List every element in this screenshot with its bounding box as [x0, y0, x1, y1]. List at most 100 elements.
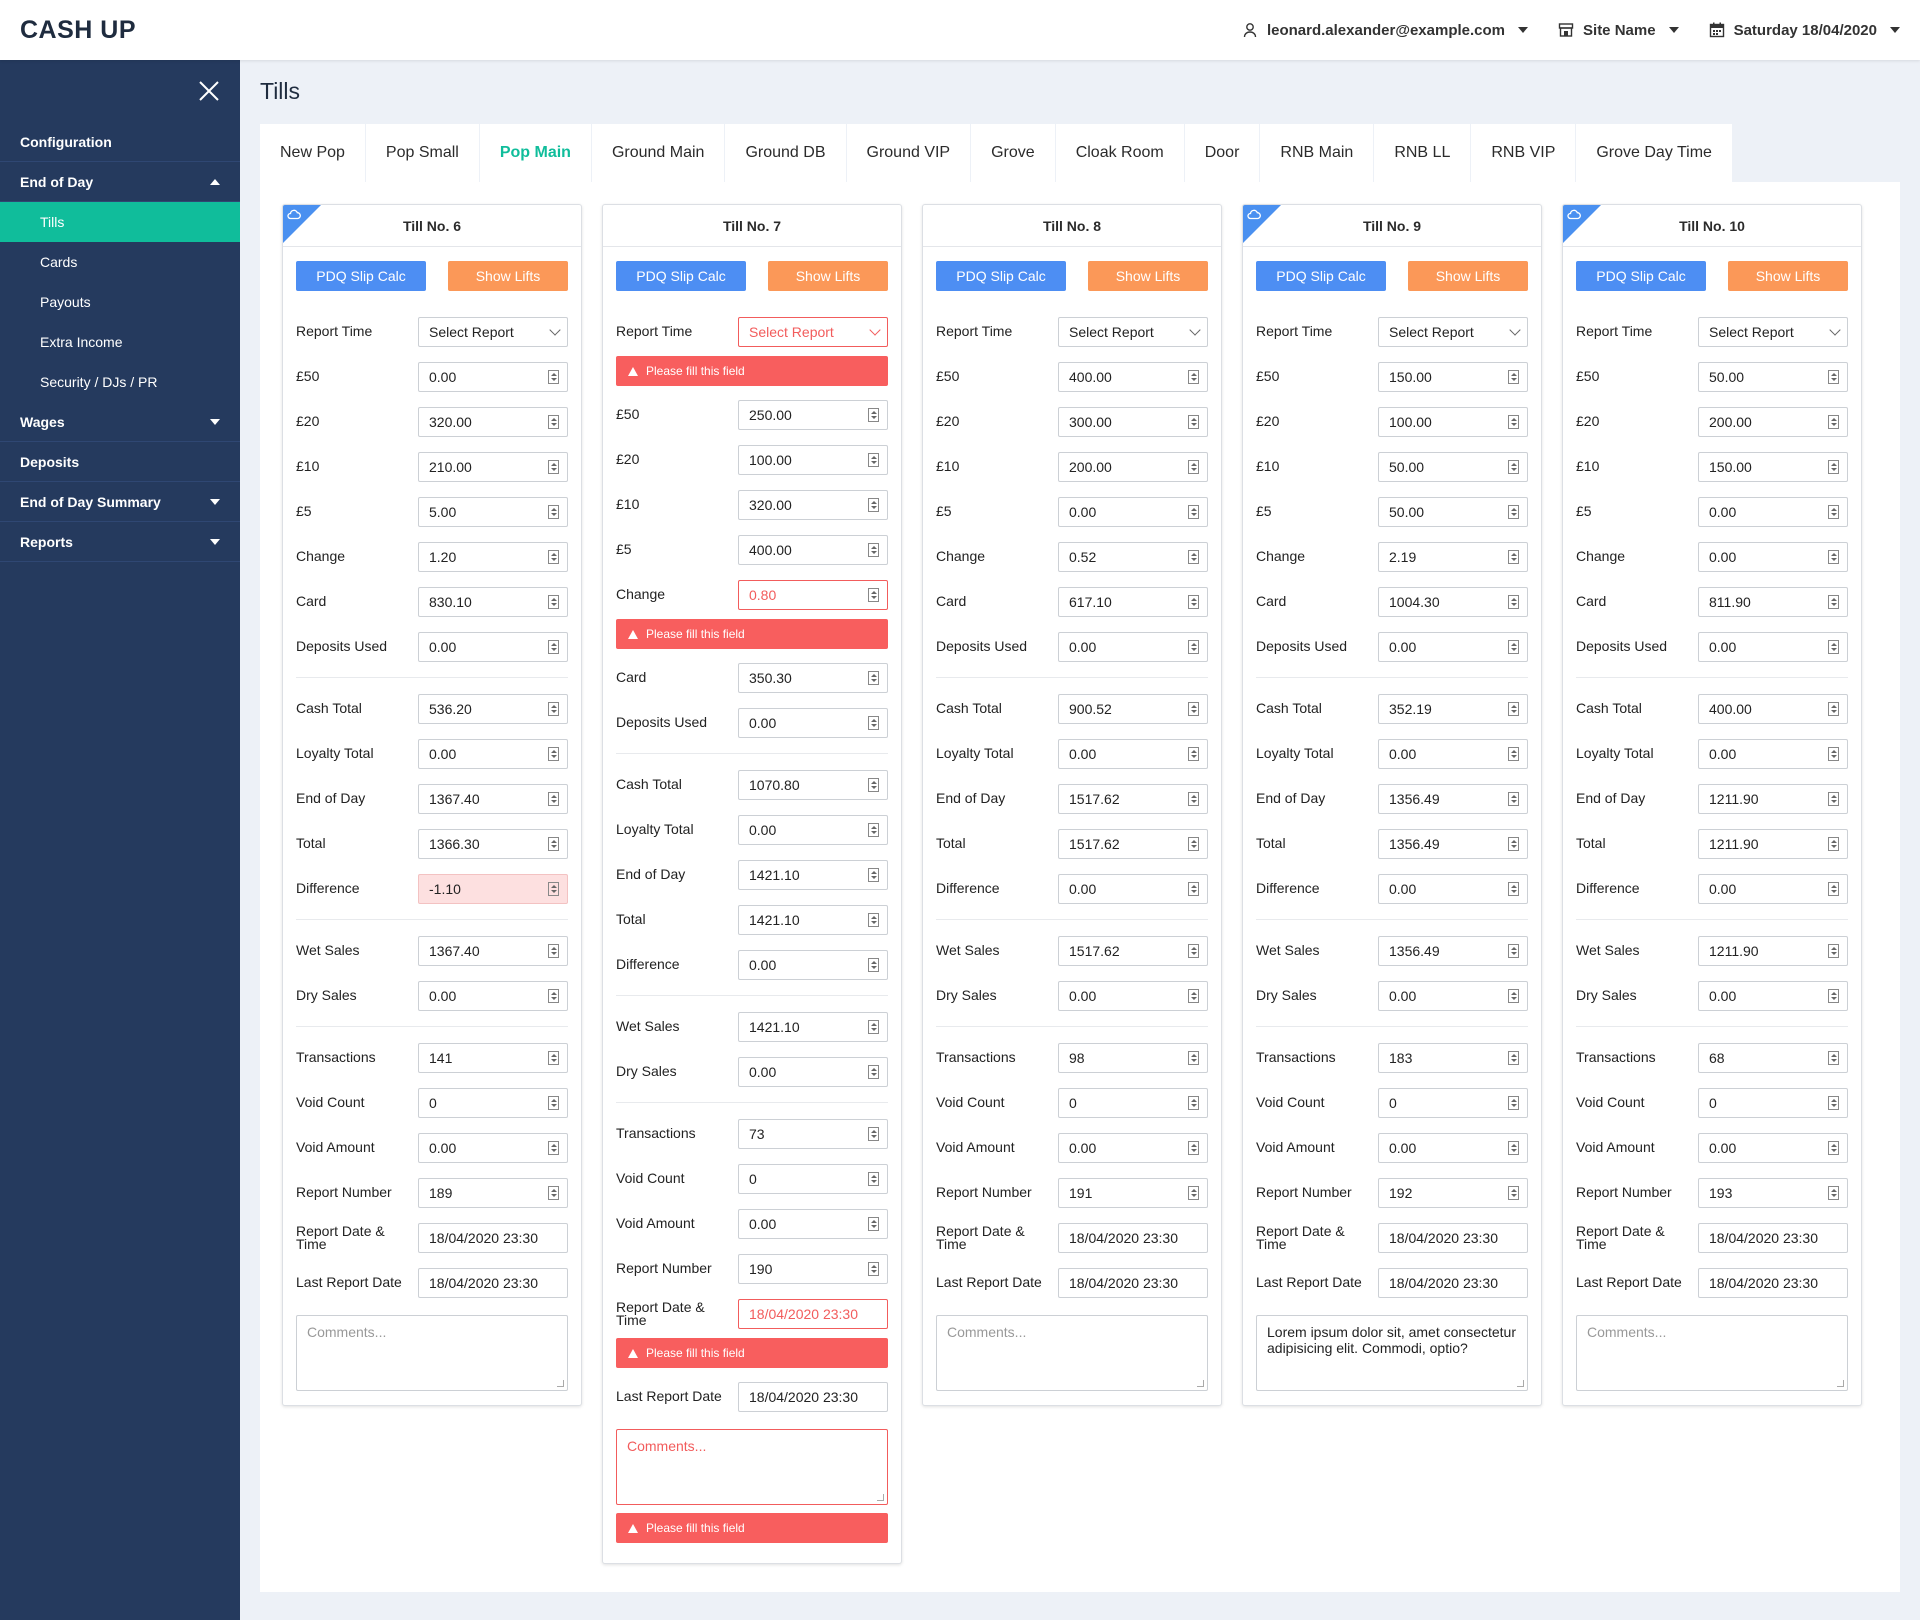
stepper-icon[interactable] — [1508, 504, 1519, 519]
difference-input[interactable]: -1.10 — [418, 873, 568, 904]
tab-rnb-vip[interactable]: RNB VIP — [1471, 124, 1577, 182]
stepper-icon[interactable] — [1508, 1050, 1519, 1065]
dry-sales-input[interactable]: 0.00 — [1378, 980, 1528, 1011]
report-number-input[interactable]: 189 — [418, 1177, 568, 1208]
tab-grove[interactable]: Grove — [971, 124, 1056, 182]
report-date-time-input[interactable]: 18/04/2020 23:30 — [738, 1298, 888, 1329]
transactions-input[interactable]: 183 — [1378, 1042, 1528, 1073]
stepper-icon[interactable] — [868, 452, 879, 467]
wet-sales-input[interactable]: 1367.40 — [418, 935, 568, 966]
transactions-input[interactable]: 98 — [1058, 1042, 1208, 1073]
stepper-icon[interactable] — [1188, 746, 1199, 761]
change-input[interactable]: 0.80 — [738, 579, 888, 610]
stepper-icon[interactable] — [548, 459, 559, 474]
stepper-icon[interactable] — [868, 957, 879, 972]
report-time-select[interactable]: Select Report — [738, 316, 888, 347]
stepper-icon[interactable] — [548, 369, 559, 384]
total-input[interactable]: 1421.10 — [738, 904, 888, 935]
stepper-icon[interactable] — [1508, 1095, 1519, 1110]
5-input[interactable]: 50.00 — [1378, 496, 1528, 527]
total-input[interactable]: 1356.49 — [1378, 828, 1528, 859]
20-input[interactable]: 320.00 — [418, 406, 568, 437]
card-input[interactable]: 350.30 — [738, 662, 888, 693]
50-input[interactable]: 0.00 — [418, 361, 568, 392]
stepper-icon[interactable] — [868, 1261, 879, 1276]
dry-sales-input[interactable]: 0.00 — [1058, 980, 1208, 1011]
sidebar-subitem-security-djs-pr[interactable]: Security / DJs / PR — [40, 374, 158, 390]
sidebar-item-end-of-day[interactable]: End of Day — [0, 162, 240, 202]
stepper-icon[interactable] — [548, 943, 559, 958]
stepper-icon[interactable] — [548, 881, 559, 896]
50-input[interactable]: 400.00 — [1058, 361, 1208, 392]
tab-grove-day-time[interactable]: Grove Day Time — [1576, 124, 1733, 182]
void-amount-input[interactable]: 0.00 — [1058, 1132, 1208, 1163]
report-time-select[interactable]: Select Report — [418, 316, 568, 347]
stepper-icon[interactable] — [1188, 988, 1199, 1003]
cash-total-input[interactable]: 352.19 — [1378, 693, 1528, 724]
difference-input[interactable]: 0.00 — [738, 949, 888, 980]
end-of-day-input[interactable]: 1356.49 — [1378, 783, 1528, 814]
pdq-slip-calc-button[interactable]: PDQ Slip Calc — [1576, 261, 1706, 291]
cash-total-input[interactable]: 1070.80 — [738, 769, 888, 800]
10-input[interactable]: 150.00 — [1698, 451, 1848, 482]
tab-cloak-room[interactable]: Cloak Room — [1055, 124, 1185, 182]
report-number-input[interactable]: 191 — [1058, 1177, 1208, 1208]
show-lifts-button[interactable]: Show Lifts — [1088, 261, 1208, 291]
comments-textarea[interactable]: Comments... — [296, 1315, 568, 1391]
report-time-select[interactable]: Select Report — [1058, 316, 1208, 347]
end-of-day-input[interactable]: 1421.10 — [738, 859, 888, 890]
void-amount-input[interactable]: 0.00 — [738, 1208, 888, 1239]
stepper-icon[interactable] — [868, 1216, 879, 1231]
stepper-icon[interactable] — [1828, 414, 1839, 429]
last-report-date-input[interactable]: 18/04/2020 23:30 — [418, 1267, 568, 1298]
stepper-icon[interactable] — [1508, 1185, 1519, 1200]
20-input[interactable]: 100.00 — [1378, 406, 1528, 437]
card-input[interactable]: 617.10 — [1058, 586, 1208, 617]
tab-ground-vip[interactable]: Ground VIP — [846, 124, 972, 182]
card-input[interactable]: 830.10 — [418, 586, 568, 617]
void-count-input[interactable]: 0 — [418, 1087, 568, 1118]
pdq-slip-calc-button[interactable]: PDQ Slip Calc — [1256, 261, 1386, 291]
stepper-icon[interactable] — [868, 777, 879, 792]
stepper-icon[interactable] — [1188, 414, 1199, 429]
20-input[interactable]: 100.00 — [738, 444, 888, 475]
stepper-icon[interactable] — [1828, 1050, 1839, 1065]
5-input[interactable]: 0.00 — [1058, 496, 1208, 527]
comments-textarea[interactable]: Comments... — [1576, 1315, 1848, 1391]
difference-input[interactable]: 0.00 — [1698, 873, 1848, 904]
sidebar-subitem-cards[interactable]: Cards — [40, 254, 78, 270]
stepper-icon[interactable] — [1508, 988, 1519, 1003]
tab-ground-db[interactable]: Ground DB — [725, 124, 847, 182]
stepper-icon[interactable] — [1508, 701, 1519, 716]
stepper-icon[interactable] — [1188, 701, 1199, 716]
stepper-icon[interactable] — [548, 594, 559, 609]
user-menu[interactable]: leonard.alexander@example.com — [1242, 22, 1529, 39]
stepper-icon[interactable] — [868, 1171, 879, 1186]
stepper-icon[interactable] — [1188, 1095, 1199, 1110]
10-input[interactable]: 210.00 — [418, 451, 568, 482]
10-input[interactable]: 320.00 — [738, 489, 888, 520]
deposits-used-input[interactable]: 0.00 — [418, 631, 568, 662]
change-input[interactable]: 0.00 — [1698, 541, 1848, 572]
loyalty-total-input[interactable]: 0.00 — [418, 738, 568, 769]
stepper-icon[interactable] — [868, 497, 879, 512]
cash-total-input[interactable]: 900.52 — [1058, 693, 1208, 724]
site-menu[interactable]: Site Name — [1558, 22, 1679, 39]
stepper-icon[interactable] — [868, 587, 879, 602]
stepper-icon[interactable] — [1188, 639, 1199, 654]
stepper-icon[interactable] — [548, 1050, 559, 1065]
tab-new-pop[interactable]: New Pop — [260, 124, 366, 182]
report-date-time-input[interactable]: 18/04/2020 23:30 — [1698, 1222, 1848, 1253]
dry-sales-input[interactable]: 0.00 — [1698, 980, 1848, 1011]
stepper-icon[interactable] — [1508, 594, 1519, 609]
stepper-icon[interactable] — [1828, 943, 1839, 958]
total-input[interactable]: 1211.90 — [1698, 828, 1848, 859]
show-lifts-button[interactable]: Show Lifts — [448, 261, 568, 291]
resize-handle-icon[interactable] — [1837, 1380, 1844, 1387]
stepper-icon[interactable] — [548, 549, 559, 564]
stepper-icon[interactable] — [1508, 369, 1519, 384]
void-count-input[interactable]: 0 — [1378, 1087, 1528, 1118]
last-report-date-input[interactable]: 18/04/2020 23:30 — [738, 1381, 888, 1412]
void-count-input[interactable]: 0 — [1698, 1087, 1848, 1118]
stepper-icon[interactable] — [868, 1126, 879, 1141]
